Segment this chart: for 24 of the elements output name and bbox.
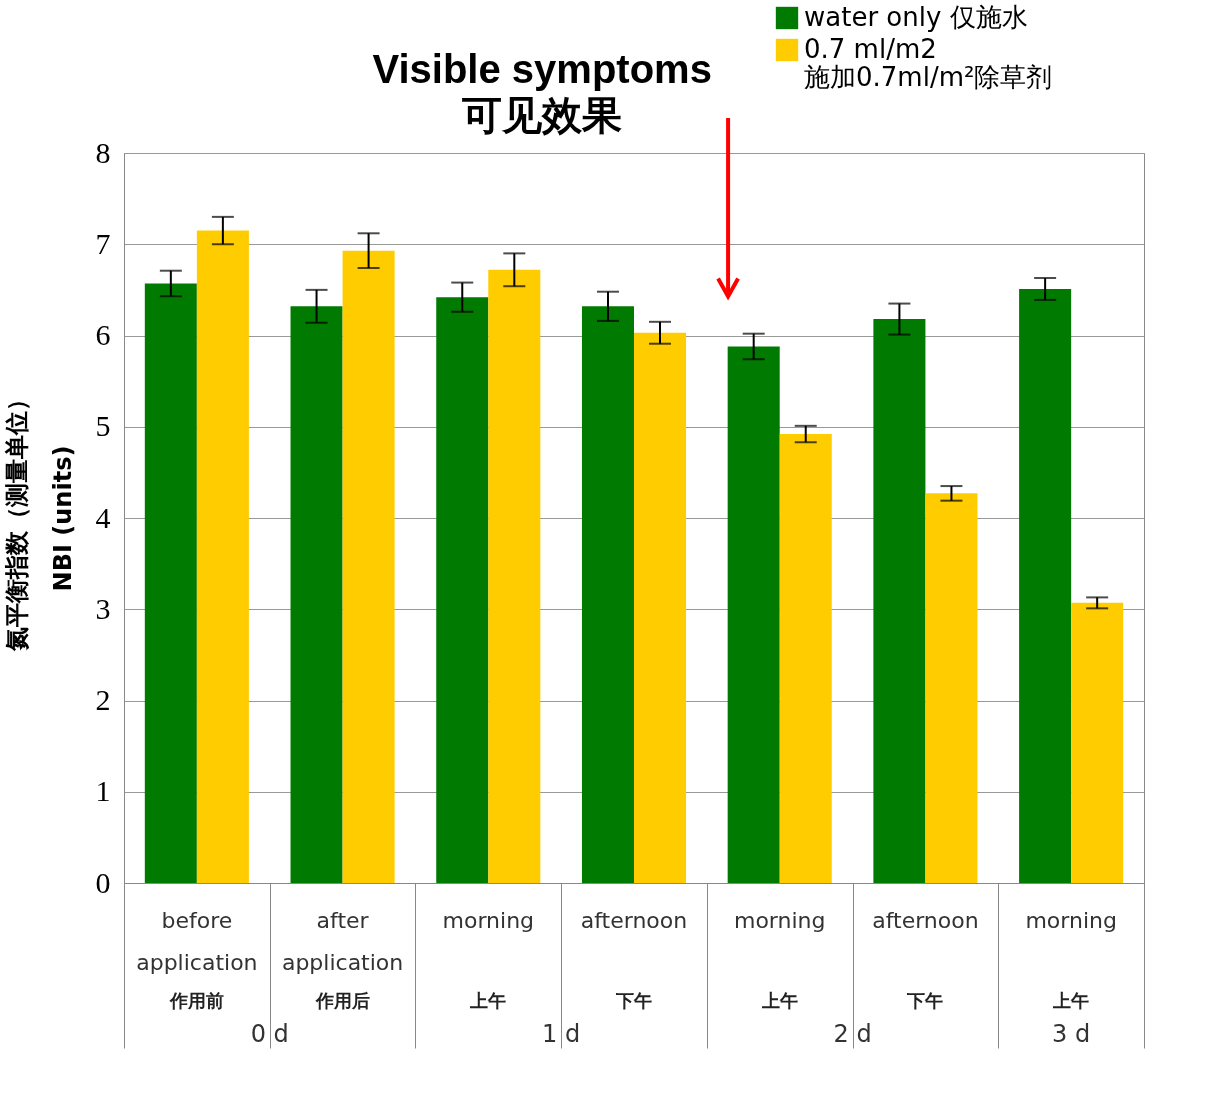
y-tick-label: 8 bbox=[95, 135, 111, 169]
text: Visible symptoms 可见效果 bbox=[372, 47, 712, 137]
category-label: afternoon 下午 bbox=[872, 908, 979, 1011]
text: 1 d bbox=[542, 1020, 581, 1048]
y-tick-label: 6 bbox=[95, 318, 111, 351]
y-tick-label: 4 bbox=[95, 500, 111, 534]
legend-label: 0.7 ml/m2 施加0.7ml/m²除草剂 bbox=[804, 34, 1053, 92]
y-tick-label: 3 bbox=[95, 591, 111, 625]
category-label: morning 上午 bbox=[733, 908, 826, 1011]
text: 2 d bbox=[833, 1020, 872, 1048]
y-tick-label: 0 bbox=[95, 865, 111, 899]
text: 3 d bbox=[1052, 1020, 1091, 1048]
y-tick-label: 1 bbox=[95, 774, 111, 808]
y-tick-label: 5 bbox=[95, 409, 111, 443]
legend-label: water only 仅施水 bbox=[804, 2, 1028, 32]
category-label: before application 作用前 bbox=[136, 908, 258, 1011]
category-label: morning 上午 bbox=[1025, 908, 1117, 1011]
y-axis-title: 氮平衡指数（测量单位） NBI (units) bbox=[2, 386, 77, 652]
category-label: afternoon 下午 bbox=[580, 908, 688, 1011]
text: 0 d bbox=[250, 1020, 289, 1048]
category-label: morning 上午 bbox=[442, 908, 535, 1011]
y-tick-label: 2 bbox=[95, 683, 111, 716]
y-tick-label: 7 bbox=[95, 226, 111, 260]
category-label: after application 作用后 bbox=[281, 908, 404, 1011]
